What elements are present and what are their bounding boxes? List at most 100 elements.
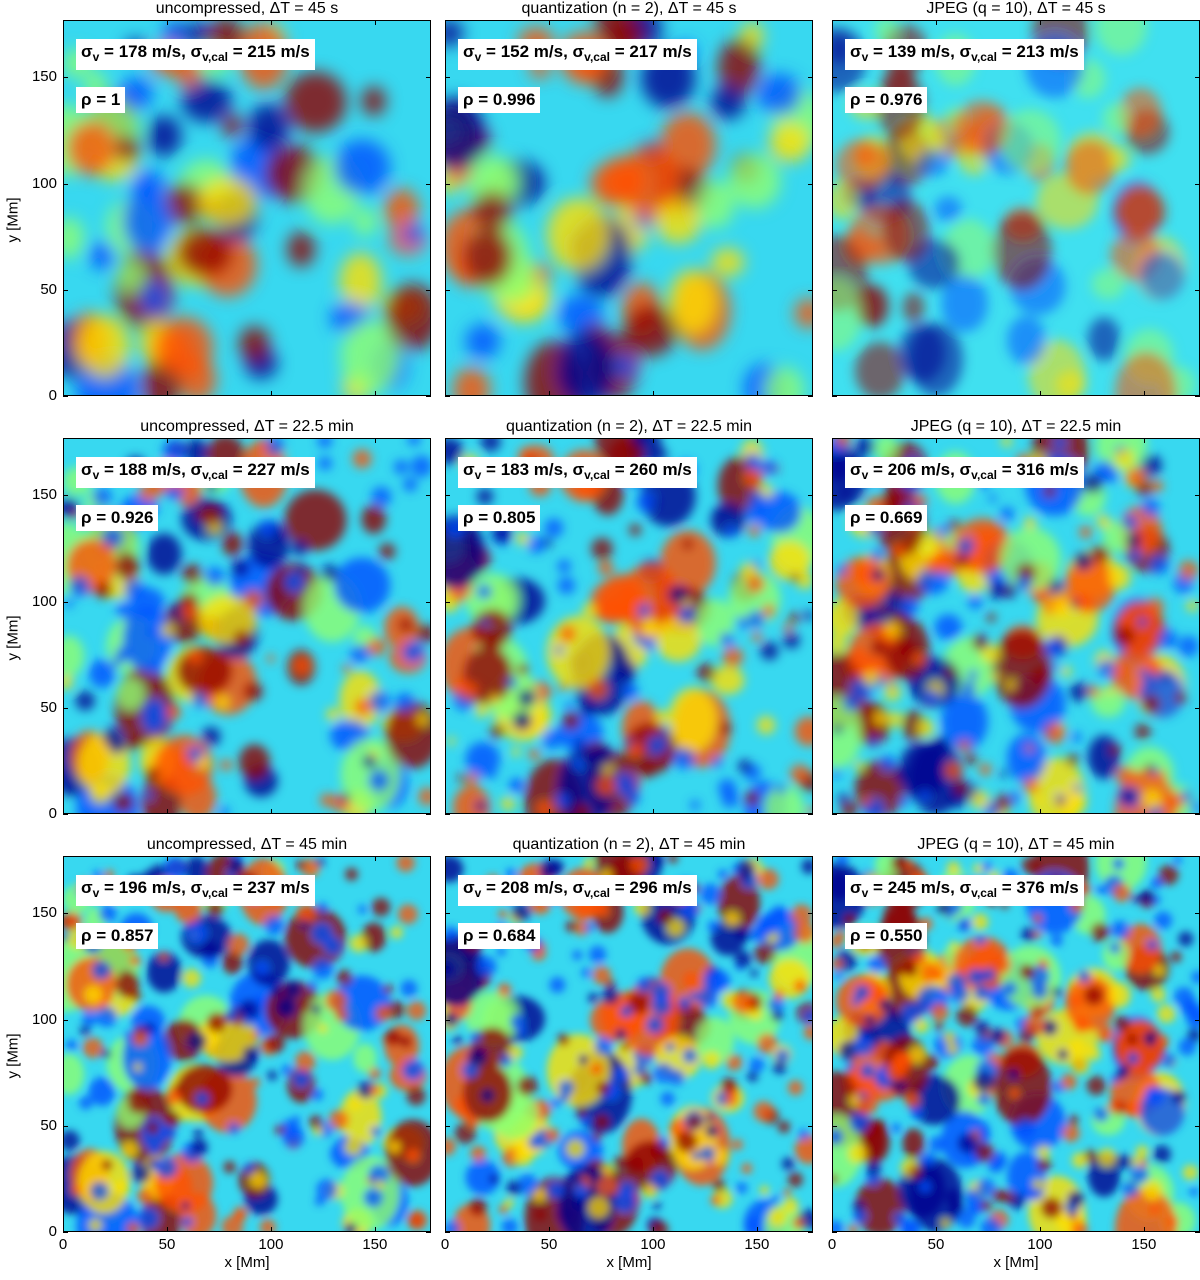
noise-cell [657,909,673,925]
y-tick-mark [63,601,68,603]
noise-cell [1109,942,1121,954]
noise-cell [102,726,123,747]
flow-cell [284,489,347,551]
x-tick-mark [832,856,833,861]
noise-cell [712,1179,726,1192]
noise-cell [506,1180,522,1196]
noise-cell [574,738,585,748]
noise-cell [558,1080,574,1096]
noise-cell [489,694,500,705]
noise-cell [1119,787,1137,806]
noise-cell [1109,744,1122,757]
x-tick-mark [652,856,654,861]
y-tick-mark [832,77,837,79]
flow-cell [465,1159,501,1195]
noise-cell [957,1209,976,1229]
noise-cell [201,726,221,747]
map-frame: σv = 152 m/s, σv,cal = 217 m/s ρ = 0.996 [445,20,813,396]
y-tick-mark [832,814,837,815]
noise-cell [143,790,153,800]
y-tick-label: 50 [40,1116,57,1134]
noise-cell [371,897,391,917]
noise-cell [242,1016,253,1027]
noise-cell [92,487,112,507]
noise-cell [757,1033,778,1054]
flow-cell [339,252,382,311]
y-tick-mark [1195,1125,1200,1127]
flow-cell [769,540,811,581]
y-tick-mark [445,913,450,915]
x-tick-label: 100 [258,1236,284,1253]
noise-cell [572,758,584,770]
noise-cell [96,1006,117,1028]
y-tick-mark [426,1019,431,1021]
noise-cell [619,1181,636,1197]
noise-cell [446,1137,456,1156]
noise-cell [587,992,599,1004]
noise-cell [1139,889,1154,904]
noise-cell [635,439,646,447]
flow-cell [728,153,781,209]
noise-cell [970,790,990,810]
y-tick-mark [808,913,813,915]
x-tick-mark [548,856,550,861]
noise-cell [193,1128,203,1138]
noise-cell [883,683,902,701]
noise-cell [465,772,479,786]
noise-cell [378,543,396,560]
x-tick-mark [166,391,168,396]
flow-cell [465,155,521,209]
noise-cell [1178,931,1194,947]
noise-cell [283,571,305,593]
noise-cell [893,1212,907,1225]
noise-cell [1040,1197,1063,1219]
noise-cell [344,1137,363,1156]
noise-cell [636,491,658,513]
noise-cell [982,968,995,982]
noise-cell [1142,1179,1163,1201]
noise-cell [467,1047,487,1067]
noise-cell [1170,951,1182,963]
noise-cell [1093,1106,1109,1122]
noise-cell [1032,794,1043,805]
y-tick-label: 150 [31,68,57,86]
noise-cell [166,1111,182,1127]
noise-cell [736,1182,748,1194]
noise-cell [920,1151,936,1167]
flow-cell [1007,315,1046,365]
noise-cell [506,676,518,689]
flow-cell [1108,146,1131,172]
x-tick-mark [374,856,376,861]
x-tick-mark [935,856,937,861]
x-tick-mark [548,809,550,814]
noise-cell [757,868,779,890]
x-tick-mark [548,1227,550,1232]
noise-cell [312,958,334,980]
map-frame: σv = 188 m/s, σv,cal = 227 m/s ρ = 0.926 [63,438,431,814]
noise-cell [267,1070,278,1081]
flow-cell [710,84,746,120]
noise-cell [124,578,145,600]
noise-cell [1134,723,1151,740]
noise-cell [973,863,985,875]
noise-cell [592,1131,602,1142]
noise-cell [700,883,722,905]
noise-cell [699,1146,716,1162]
flow-cell [695,181,735,229]
flow-cell [1007,733,1046,783]
noise-cell [581,967,592,978]
noise-cell [719,632,734,647]
y-axis-label: y [Mm] [4,615,22,661]
noise-cell [546,1181,565,1199]
noise-cell [559,1092,570,1103]
noise-cell [316,1179,338,1200]
x-tick-mark [652,438,654,443]
x-tick-label: 50 [540,1236,558,1253]
flow-cell [176,1064,232,1114]
map-blobs [833,439,1199,813]
noise-cell [488,771,497,780]
noise-cell [668,585,687,604]
flow-cell [902,292,925,323]
map-blobs [833,21,1196,395]
noise-cell [397,904,418,925]
